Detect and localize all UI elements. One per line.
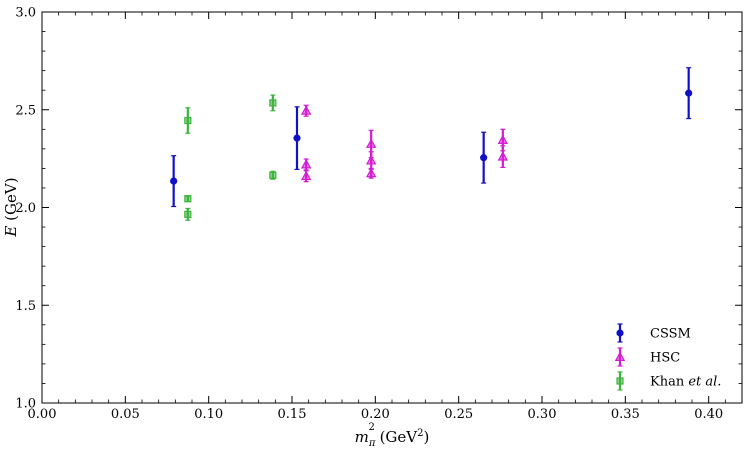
x-tick-label: 0.25 — [444, 407, 473, 422]
x-tick-label: 0.00 — [28, 407, 57, 422]
ticks: 0.00 0.05 0.10 0.15 0.20 0.25 0.30 0.35 0.40 1.0 1… — [15, 6, 743, 422]
data-point — [184, 210, 192, 218]
data-point — [170, 177, 178, 185]
y-tick-label: 2.0 — [15, 201, 36, 216]
x-tick-label: 0.30 — [528, 407, 557, 422]
x-tick-label: 0.20 — [361, 407, 390, 422]
x-tick-label: 0.05 — [111, 407, 140, 422]
y-tick-label: 1.0 — [15, 397, 36, 412]
data-point — [365, 138, 377, 148]
data-point — [184, 116, 192, 125]
plot-frame — [41, 11, 743, 404]
series-hsc — [300, 104, 509, 183]
data-point — [300, 159, 312, 169]
data-point — [184, 195, 192, 203]
data-point — [269, 171, 277, 179]
legend-marker — [616, 329, 624, 337]
legend-item: CSSM — [616, 323, 691, 343]
legend-label: Khan et al. — [650, 375, 721, 390]
data-point — [497, 151, 509, 161]
legend-label: CSSM — [650, 327, 691, 342]
legend: CSSM HSC Khan et al. — [614, 323, 721, 391]
data-point — [293, 134, 301, 142]
data-point — [685, 89, 693, 97]
y-tick-label: 1.5 — [15, 299, 36, 314]
x-axis-label: mπ2 (GeV2) — [355, 422, 430, 449]
x-tick-label: 0.40 — [694, 407, 723, 422]
data-point — [300, 170, 312, 181]
x-tick-label: 0.15 — [278, 407, 307, 422]
x-tick-label: 0.35 — [611, 407, 640, 422]
y-axis-label: E (GeV) — [2, 177, 20, 237]
legend-item: Khan et al. — [616, 371, 721, 391]
series-khan-et-al- — [184, 94, 277, 221]
series-cssm — [170, 67, 693, 208]
legend-label: HSC — [650, 351, 680, 366]
data-point — [365, 167, 377, 178]
data-marks — [170, 67, 693, 221]
legend-marker — [616, 377, 624, 385]
legend-item: HSC — [614, 347, 680, 367]
legend-marker — [614, 351, 626, 361]
y-tick-label: 2.5 — [15, 103, 36, 118]
data-point — [497, 134, 509, 145]
y-tick-label: 3.0 — [15, 6, 36, 21]
data-point — [480, 154, 488, 162]
data-point — [300, 105, 312, 115]
data-point — [269, 99, 277, 107]
data-point — [365, 155, 377, 165]
x-tick-label: 0.10 — [194, 407, 223, 422]
